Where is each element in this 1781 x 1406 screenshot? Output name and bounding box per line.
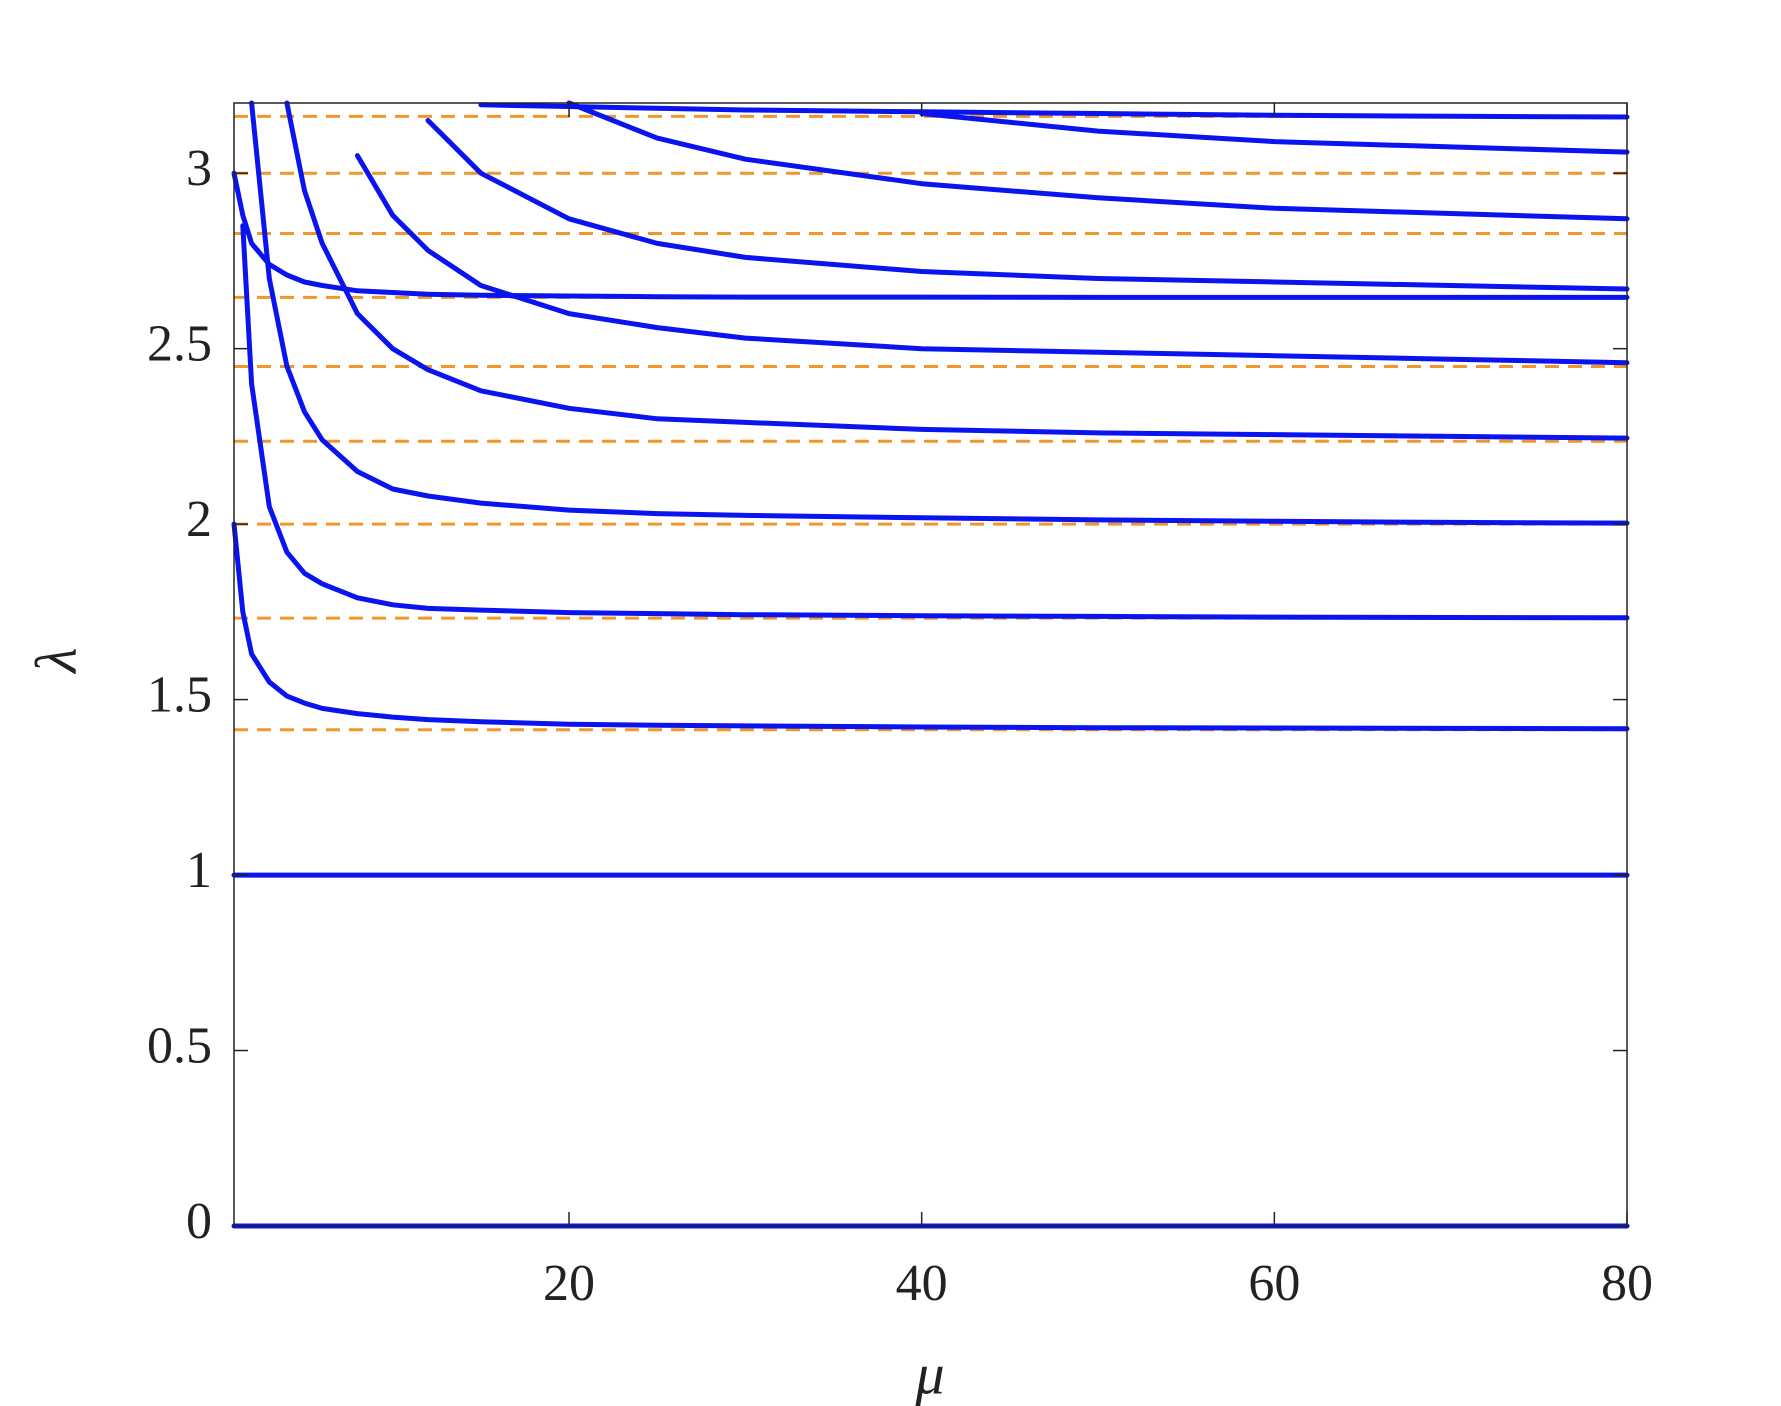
y-tick-label: 2.5	[147, 316, 212, 373]
curve	[425, 118, 1630, 292]
y-tick-label: 2	[186, 491, 212, 548]
x-tick-label: 80	[1601, 1255, 1653, 1312]
curve	[249, 100, 1630, 526]
curve	[919, 111, 1630, 155]
y-axis-label: λ	[23, 647, 88, 674]
x-axis-label: μ	[914, 1341, 944, 1406]
plot-frame	[233, 102, 1628, 1227]
curve	[231, 521, 1630, 732]
y-tick-label: 0.5	[147, 1017, 212, 1074]
x-tick-label: 20	[543, 1255, 595, 1312]
y-tick-label: 3	[186, 140, 212, 197]
curve	[284, 100, 1630, 441]
x-tick-label: 60	[1248, 1255, 1300, 1312]
y-tick-label: 1.5	[147, 667, 212, 724]
curve	[231, 170, 1630, 300]
curve	[354, 153, 1630, 366]
curve	[240, 223, 1630, 621]
y-tick-label: 0	[186, 1193, 212, 1250]
y-tick-label: 1	[186, 842, 212, 899]
x-tick-label: 40	[896, 1255, 948, 1312]
curve	[566, 100, 1630, 222]
